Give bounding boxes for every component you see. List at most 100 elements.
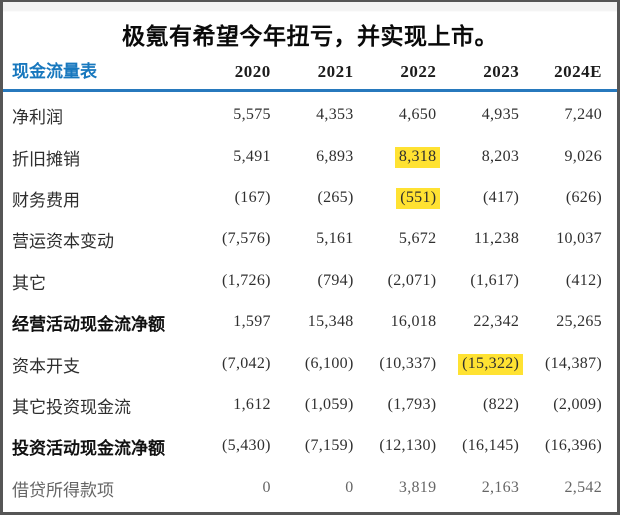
cell-value: (7,576) (222, 230, 271, 248)
cell-value: 5,491 (233, 147, 271, 165)
cell-value: 8,203 (481, 147, 520, 165)
cell-value: 5,161 (316, 230, 354, 248)
cell-value: (626) (565, 188, 602, 206)
table-cell: 4,650 (360, 105, 443, 126)
row-label: 投资活动现金流净额 (12, 439, 165, 459)
table-cell: 7,240 (525, 105, 608, 126)
table-cell: 5,161 (277, 229, 360, 250)
table-row: 借贷所得款项 0 0 3,819 2,163 2,542 (12, 468, 608, 509)
cell-value: 4,353 (316, 106, 354, 124)
cell-value: 4,935 (481, 106, 520, 124)
table-cell: 5,491 (194, 147, 277, 168)
table-row-subtotal-operating: 经营活动现金流净额 1,597 15,348 16,018 22,342 25,… (12, 302, 608, 343)
cell-value: (7,159) (304, 437, 354, 455)
cell-value: 6,893 (316, 147, 354, 165)
table-cell: 1,597 (194, 312, 277, 333)
table-cell: 5,575 (194, 105, 277, 126)
row-label: 其它投资现金流 (12, 397, 131, 417)
cell-value: (412) (565, 271, 602, 289)
cell-value: 0 (262, 478, 271, 496)
row-label: 财务费用 (12, 190, 80, 210)
table-cell: (167) (194, 188, 277, 209)
table-cell: (412) (525, 271, 608, 292)
top-strip (3, 2, 617, 12)
cell-value: 10,037 (556, 230, 602, 248)
table-cell: (1,617) (442, 271, 525, 292)
table-name-label: 现金流量表 (12, 62, 97, 81)
row-label: 其它 (12, 273, 46, 293)
cell-value: (16,396) (544, 437, 602, 455)
table-body: 净利润 5,575 4,353 4,650 4,935 7,240 折旧摊销 5… (3, 92, 617, 509)
cell-value-highlighted: (551) (396, 187, 441, 209)
table-header-row: 现金流量表 2020 2021 2022 2023 2024E (3, 55, 617, 92)
cell-value: (1,726) (222, 271, 271, 289)
row-label: 营运资本变动 (12, 232, 114, 252)
table-row: 净利润 5,575 4,353 4,650 4,935 7,240 (12, 95, 608, 136)
cell-value: 1,597 (233, 313, 271, 331)
table-cell: (16,145) (442, 436, 525, 457)
cell-value: (822) (483, 395, 520, 413)
column-header-2022: 2022 (400, 62, 437, 81)
table-cell: (6,100) (277, 354, 360, 375)
table-cell: (5,430) (194, 436, 277, 457)
cell-value: (417) (483, 188, 520, 206)
cell-value: (1,793) (387, 395, 437, 413)
table-cell: 1,612 (194, 395, 277, 416)
table-cell: (7,159) (277, 436, 360, 457)
table-row: 折旧摊销 5,491 6,893 8,318 8,203 9,026 (12, 136, 608, 177)
table-cell: (626) (525, 188, 608, 209)
table-cell: (1,059) (277, 395, 360, 416)
row-label: 折旧摊销 (12, 149, 80, 169)
table-cell: 2,163 (442, 478, 525, 499)
cell-value: 0 (345, 478, 354, 496)
table-cell-highlighted: 8,318 (360, 146, 443, 168)
table-row: 其它投资现金流 1,612 (1,059) (1,793) (822) (2,0… (12, 385, 608, 426)
column-header-2024e: 2024E (554, 62, 602, 81)
column-header-2021: 2021 (317, 62, 354, 81)
table-cell: (10,337) (360, 354, 443, 375)
table-cell: 15,348 (277, 312, 360, 333)
table-cell-highlighted: (551) (360, 187, 443, 209)
table-cell: 3,819 (360, 478, 443, 499)
page-title: 极氪有希望今年扭亏，并实现上市。 (122, 23, 498, 49)
table-cell: (12,130) (360, 436, 443, 457)
table-cell: 8,203 (442, 147, 525, 168)
table-cell: 0 (277, 478, 360, 499)
table-cell: (7,042) (194, 354, 277, 375)
table-cell: 2,542 (525, 478, 608, 499)
table-cell: (2,071) (360, 271, 443, 292)
cell-value-highlighted: (15,322) (458, 353, 524, 375)
table-cell: 22,342 (442, 312, 525, 333)
cell-value: 22,342 (473, 313, 520, 331)
cell-value: 15,348 (307, 313, 354, 331)
cell-value: 9,026 (564, 147, 602, 165)
row-label: 资本开支 (12, 356, 80, 376)
table-cell: 25,265 (525, 312, 608, 333)
table-cell: (2,009) (525, 395, 608, 416)
table-cell: 6,893 (277, 147, 360, 168)
cell-value: (2,009) (553, 395, 602, 413)
cell-value: (6,100) (304, 354, 354, 372)
cell-value: 4,650 (398, 106, 437, 124)
table-cell-highlighted: (15,322) (442, 353, 525, 375)
cell-value: 2,542 (564, 478, 602, 496)
table-cell: (417) (442, 188, 525, 209)
table-cell: (7,576) (194, 229, 277, 250)
table-cell: (1,793) (360, 395, 443, 416)
cell-value: 25,265 (556, 313, 602, 331)
cell-value: (7,042) (222, 354, 271, 372)
table-cell: 0 (194, 478, 277, 499)
cell-value: 1,612 (233, 395, 271, 413)
cell-value: (10,337) (379, 354, 437, 372)
cell-value: 16,018 (390, 313, 437, 331)
cell-value: (265) (317, 188, 354, 206)
table-cell: 4,935 (442, 105, 525, 126)
cell-value: (12,130) (379, 437, 437, 455)
cell-value: 5,672 (398, 230, 437, 248)
table-cell: 4,353 (277, 105, 360, 126)
cell-value: (2,071) (387, 271, 437, 289)
table-cell: (822) (442, 395, 525, 416)
cell-value: 2,163 (481, 478, 520, 496)
cell-value: (794) (317, 271, 354, 289)
